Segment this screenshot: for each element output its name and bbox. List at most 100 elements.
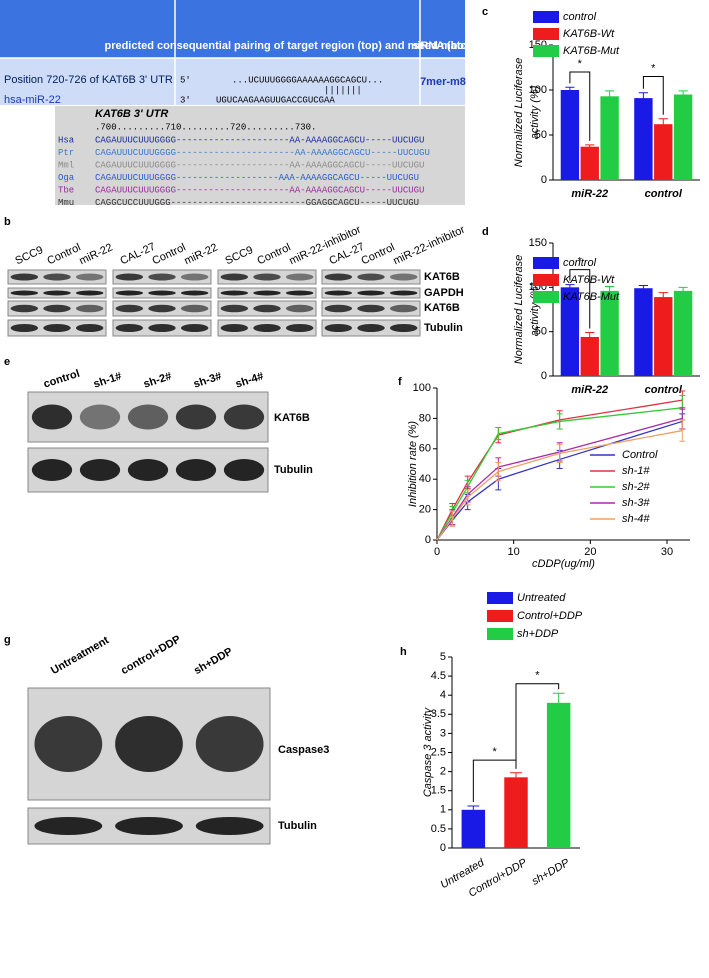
- y-tick-label: 0: [541, 370, 547, 382]
- sequence: CAGAUUUCUUUGGGG---------------------AA-A…: [95, 135, 424, 145]
- y-tick-label: 100: [413, 382, 431, 394]
- blot-band: [175, 404, 217, 430]
- blot-band: [220, 324, 249, 332]
- blot-band: [34, 817, 103, 835]
- legend-swatch: [487, 628, 513, 640]
- table-cell: Position 720-726 of KAT6B 3' UTR: [4, 74, 173, 86]
- bar: [580, 336, 599, 376]
- blot-band: [115, 716, 183, 772]
- sequence: CAGAUUUCUUUGGGG-------------------AAA-AA…: [95, 173, 419, 183]
- blot-band: [389, 304, 418, 313]
- blot-band: [75, 324, 104, 332]
- blot-band: [220, 290, 249, 296]
- legend-label: Control+DDP: [517, 610, 583, 622]
- blot-band: [324, 324, 353, 332]
- sequence: CAGAUUUCUUUGGGG---------------------AA-A…: [95, 160, 424, 170]
- y-axis-label: Inhibition rate (%): [407, 421, 419, 508]
- lane-label: miR-22: [77, 241, 114, 267]
- line: [436, 417, 683, 541]
- y-tick-label: 0: [541, 174, 547, 186]
- legend-swatch: [533, 291, 559, 303]
- error-bar: [556, 443, 563, 463]
- legend-swatch: [533, 257, 559, 269]
- panel-label: g: [4, 634, 11, 646]
- table-header-cell: predicted consequential pairing of targe…: [104, 40, 491, 52]
- significance-label: *: [578, 256, 583, 268]
- blot-band: [31, 459, 73, 481]
- panel-label: e: [4, 356, 10, 368]
- blot-band: [43, 273, 71, 281]
- bar: [673, 94, 693, 180]
- blot-band: [324, 273, 353, 281]
- blot-band: [10, 324, 39, 332]
- y-axis-label: activity (%): [529, 85, 541, 139]
- species: Hsa: [58, 135, 75, 145]
- blot-band: [195, 817, 264, 835]
- y-tick-label: 0: [440, 842, 446, 854]
- row-label: KAT6B: [274, 412, 310, 424]
- blot-band: [79, 404, 121, 430]
- bar: [634, 98, 653, 180]
- row-label: Caspase3: [278, 744, 329, 756]
- x-tick-label: 10: [508, 546, 520, 558]
- lane-label: sh+DDP: [192, 645, 235, 677]
- blot-band: [285, 324, 314, 332]
- line: [436, 420, 683, 541]
- blot-band: [115, 304, 144, 313]
- blot-band: [43, 304, 71, 313]
- x-tick-label: 30: [661, 546, 673, 558]
- legend-swatch: [533, 274, 559, 286]
- blot-band: [115, 817, 183, 835]
- alignment-ruler: .700.........710.........720.........730…: [95, 122, 316, 132]
- blot-band: [43, 290, 71, 296]
- bar: [654, 297, 673, 376]
- legend-label: KAT6B-Mut: [563, 45, 620, 57]
- legend-label: control: [563, 11, 597, 23]
- blot-band: [357, 324, 385, 332]
- panel-label: c: [482, 6, 488, 18]
- blot-band: [148, 304, 176, 313]
- error-bar: [565, 86, 575, 94]
- error-bar: [678, 90, 688, 99]
- error-bar: [678, 286, 688, 295]
- lane-label: Control: [45, 241, 82, 267]
- y-axis-label: Caspase 3 activity: [422, 706, 434, 797]
- y-tick-label: 4: [440, 689, 446, 701]
- error-bar: [658, 292, 668, 303]
- bar: [560, 287, 580, 376]
- blot-band: [389, 290, 418, 296]
- blot-band: [285, 273, 314, 281]
- legend-label: KAT6B-Wt: [563, 28, 615, 40]
- legend-label: Untreated: [517, 592, 566, 604]
- significance-bracket: [569, 269, 591, 329]
- blot-band: [220, 273, 249, 281]
- significance-label: *: [651, 62, 656, 74]
- table-cell: 3': [180, 95, 191, 105]
- row-label: Tubulin: [278, 820, 317, 832]
- x-tick-label: 0: [434, 546, 440, 558]
- lane-label: sh-4#: [234, 370, 265, 390]
- blot-band: [115, 324, 144, 332]
- legend-swatch: [533, 45, 559, 57]
- y-tick-label: 50: [535, 129, 547, 141]
- y-axis-label: Normalized Luciferase: [513, 58, 525, 167]
- lane-label: CAL-27: [118, 241, 157, 268]
- blot-band: [43, 324, 71, 332]
- bar: [600, 96, 619, 180]
- bar: [546, 702, 571, 848]
- species: Oga: [58, 173, 75, 183]
- row-label: KAT6B: [424, 302, 460, 314]
- blot-band: [223, 459, 265, 481]
- blot-band: [180, 273, 209, 281]
- sequence: CAGAUUUCUUUGGGG----------------------AA-…: [95, 148, 430, 158]
- bar: [461, 809, 486, 848]
- error-bar: [495, 427, 502, 441]
- legend-swatch: [487, 610, 513, 622]
- error-bar: [585, 144, 595, 149]
- blot-band: [389, 273, 418, 281]
- blot-band: [10, 304, 39, 313]
- lane-label: Untreatment: [49, 634, 111, 677]
- y-tick-label: 0: [425, 534, 431, 546]
- lane-label: miR-22: [182, 241, 219, 267]
